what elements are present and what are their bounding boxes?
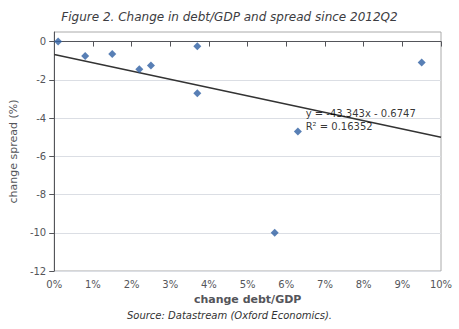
svg-text:0: 0 [40,36,46,47]
svg-text:-2: -2 [36,74,46,85]
svg-text:6%: 6% [278,279,294,290]
svg-text:2%: 2% [124,279,140,290]
svg-text:10%: 10% [430,279,452,290]
svg-text:9%: 9% [394,279,410,290]
svg-text:-6: -6 [36,151,46,162]
svg-text:7%: 7% [317,279,333,290]
svg-text:Source: Datastream (Oxford Eco: Source: Datastream (Oxford Economics). [127,310,332,321]
svg-text:Figure 2. Change in debt/GDP a: Figure 2. Change in debt/GDP and spread … [61,10,397,24]
svg-text:-4: -4 [36,113,46,124]
svg-text:3%: 3% [162,279,178,290]
svg-text:change spread (%): change spread (%) [7,100,20,204]
svg-text:0%: 0% [46,279,62,290]
svg-text:-12: -12 [30,266,46,277]
svg-text:8%: 8% [356,279,372,290]
svg-text:R² = 0.16352: R² = 0.16352 [306,121,373,132]
svg-text:-10: -10 [30,227,46,238]
svg-text:-8: -8 [36,189,46,200]
svg-text:5%: 5% [240,279,256,290]
svg-text:y = -43.343x - 0.6747: y = -43.343x - 0.6747 [306,108,416,119]
svg-text:1%: 1% [85,279,101,290]
svg-text:change debt/GDP: change debt/GDP [194,293,301,306]
svg-text:4%: 4% [201,279,217,290]
